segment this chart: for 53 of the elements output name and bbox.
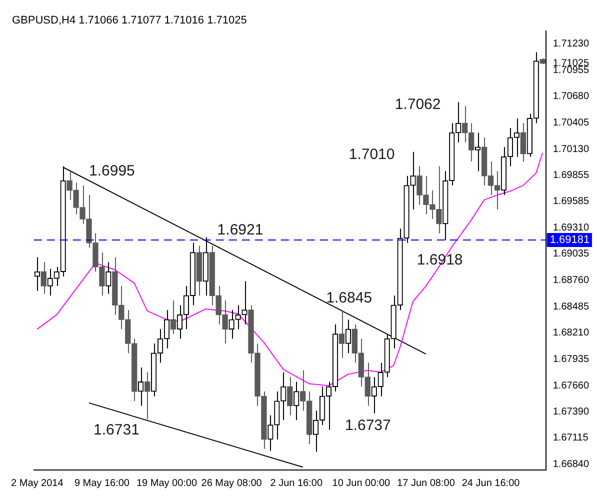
y-tick-label: 1.67115 xyxy=(552,432,589,444)
candlestick xyxy=(280,372,286,421)
x-tick-label: 10 Jun 00:00 xyxy=(332,478,391,489)
y-tick-label: 1.69585 xyxy=(552,196,590,208)
candlestick xyxy=(40,262,46,294)
candlestick xyxy=(202,236,208,296)
y-tick-label: 1.68760 xyxy=(552,275,590,286)
x-tick-label: 24 Jun 16:00 xyxy=(462,478,520,489)
chart-title: GBPUSD,H4 1.71066 1.71077 1.71016 1.71025 xyxy=(12,14,247,27)
candlestick xyxy=(268,414,274,452)
y-tick-label: 1.68485 xyxy=(552,301,590,312)
candlestick xyxy=(34,256,40,292)
candlestick xyxy=(287,376,293,416)
x-tick-label: 2 Jun 16:00 xyxy=(270,478,323,489)
annotation: 1.7010 xyxy=(348,146,395,164)
y-tick-label: 1.67935 xyxy=(552,354,590,366)
y-tick-label: 1.70130 xyxy=(552,144,590,155)
y-tick-label: 1.67390 xyxy=(552,406,590,418)
y-tick-label: 1.69035 xyxy=(552,248,590,260)
annotation: 1.6845 xyxy=(326,290,372,307)
y-tick-label: 1.67660 xyxy=(552,380,590,392)
annotation: 1.6731 xyxy=(94,421,140,438)
y-tick-label: 1.70680 xyxy=(552,91,590,102)
candlestick xyxy=(338,310,345,358)
y-tick-label: 1.69310 xyxy=(552,222,590,234)
candlestick xyxy=(274,390,280,440)
candlestick xyxy=(170,300,176,334)
candlestick xyxy=(138,366,144,406)
y-tick-label: 1.71230 xyxy=(552,38,590,50)
candlestick xyxy=(228,310,234,340)
candlestick xyxy=(474,132,481,172)
x-tick-label: 26 May 08:00 xyxy=(201,478,262,489)
candlestick xyxy=(144,372,150,420)
candlestick xyxy=(106,262,112,294)
annotation: 1.6737 xyxy=(344,416,391,434)
candlestick xyxy=(294,381,300,421)
x-tick-label: 2 May 2014 xyxy=(11,478,64,489)
x-tick-label: 9 May 16:00 xyxy=(74,478,130,489)
candlestick xyxy=(520,122,526,162)
y-tick-label: 1.69855 xyxy=(552,170,590,182)
candlestick xyxy=(196,245,202,296)
candlestick xyxy=(345,319,352,354)
candlestick xyxy=(514,118,520,158)
candlestick xyxy=(410,151,416,210)
x-tick-label: 19 May 00:00 xyxy=(136,478,198,489)
x-tick-label: 17 Jun 08:00 xyxy=(397,478,456,489)
annotation: 1.6995 xyxy=(88,162,135,180)
annotation: 1.6921 xyxy=(217,222,264,239)
y-tick-label: 1.68210 xyxy=(552,328,590,339)
annotation: 1.7062 xyxy=(394,96,441,114)
ref-line-label: 1.69181 xyxy=(550,234,590,246)
y-tick-label: 1.70405 xyxy=(552,117,590,128)
y-tick-label: 1.66840 xyxy=(552,459,590,470)
